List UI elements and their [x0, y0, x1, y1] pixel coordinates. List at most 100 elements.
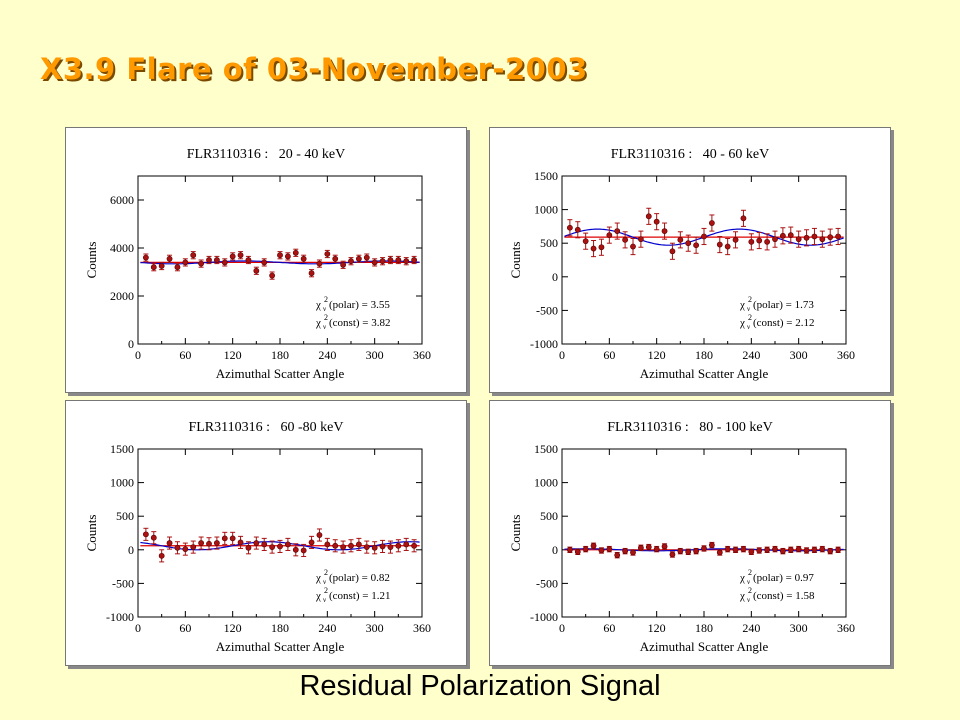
data-point	[590, 245, 597, 252]
data-point	[732, 546, 739, 553]
y-tick-label: 1000	[534, 476, 558, 490]
x-tick-label: 0	[135, 621, 141, 635]
data-point	[803, 547, 810, 554]
data-point	[645, 544, 652, 551]
data-point	[598, 244, 605, 251]
chi-square-symbol: χ	[739, 572, 745, 584]
page-title: X3.9 Flare of 03-November-2003	[40, 52, 588, 86]
data-point	[158, 263, 165, 269]
data-point	[253, 267, 260, 274]
x-axis-label: Azimuthal Scatter Angle	[216, 639, 345, 654]
data-point	[685, 240, 692, 247]
data-point	[819, 236, 826, 243]
data-point	[395, 257, 402, 263]
data-point	[598, 547, 605, 554]
x-tick-label: 120	[648, 621, 666, 635]
data-point	[150, 534, 157, 541]
data-point	[574, 226, 581, 233]
data-point	[371, 544, 378, 551]
chi-superscript: 2	[748, 568, 752, 577]
data-point	[182, 259, 189, 266]
chart-title: FLR3110316 : 80 - 100 keV	[607, 420, 773, 435]
data-point	[779, 232, 786, 239]
chi-superscript: 2	[748, 313, 752, 322]
data-point	[693, 242, 700, 249]
x-tick-label: 120	[224, 621, 242, 635]
data-point	[269, 544, 276, 551]
data-point	[411, 542, 418, 549]
footer-caption: Residual Polarization Signal	[299, 670, 661, 702]
data-point	[142, 254, 149, 261]
data-point	[574, 548, 581, 555]
x-tick-label: 240	[318, 621, 336, 635]
y-tick-label: 0	[128, 337, 134, 351]
data-point	[387, 257, 394, 263]
y-tick-label: 500	[540, 236, 558, 250]
chart-panel-20-40-kev: FLR3110316 : 20 - 40 keV 0 60 120 180 240 300 3…	[65, 127, 467, 393]
data-point	[685, 548, 692, 555]
y-tick-label: -500	[536, 576, 558, 590]
y-tick-label: 500	[116, 509, 134, 523]
x-tick-label: 300	[790, 348, 808, 362]
chi-square-symbol: χ	[315, 299, 321, 311]
x-tick-label: 300	[366, 348, 384, 362]
data-point	[198, 540, 205, 546]
chart-20-40-kev: FLR3110316 : 20 - 40 keV 0 60 120 180 240 300 3…	[84, 147, 431, 381]
data-point	[740, 546, 747, 553]
data-point	[701, 233, 707, 240]
chi-superscript: 2	[324, 568, 328, 577]
data-point	[835, 546, 842, 553]
data-point	[590, 542, 597, 549]
data-point	[379, 543, 386, 550]
chi-superscript: 2	[324, 295, 328, 304]
chart-panel-60-80-kev: FLR3110316 : 60 -80 keV 0 60 120 180 240 300 36…	[65, 400, 467, 666]
y-tick-label: -1000	[530, 337, 558, 351]
data-point	[740, 215, 747, 222]
data-point	[174, 544, 181, 551]
data-point	[645, 213, 652, 220]
data-point	[142, 531, 149, 538]
data-point	[677, 236, 684, 243]
data-point	[221, 535, 228, 542]
x-tick-label: 360	[837, 621, 855, 635]
data-point	[787, 546, 794, 553]
data-point	[582, 238, 589, 245]
data-point	[795, 236, 802, 243]
data-point	[716, 241, 723, 248]
data-point	[606, 546, 613, 553]
x-tick-label: 300	[790, 621, 808, 635]
y-axis-label: Counts	[84, 515, 99, 552]
data-point	[708, 220, 715, 226]
data-point	[724, 546, 731, 553]
data-point	[166, 255, 173, 262]
y-tick-label: -1000	[106, 610, 134, 624]
data-point	[340, 544, 347, 551]
data-point	[229, 535, 236, 542]
chi-subscript: ν	[323, 596, 326, 604]
data-point	[206, 257, 212, 263]
chi-square-value: (polar) = 0.82	[329, 572, 390, 584]
x-tick-label: 180	[695, 348, 713, 362]
data-point	[630, 243, 636, 250]
data-point	[284, 541, 291, 548]
chart-title: FLR3110316 : 20 - 40 keV	[187, 147, 346, 162]
chart-title: FLR3110316 : 40 - 60 keV	[611, 147, 770, 162]
chi-square-symbol: χ	[739, 590, 745, 602]
x-tick-label: 180	[271, 348, 289, 362]
x-tick-label: 240	[742, 621, 760, 635]
data-point	[827, 548, 834, 555]
data-point	[669, 248, 676, 255]
x-tick-label: 180	[695, 621, 713, 635]
y-axis-label: Counts	[508, 242, 523, 279]
x-tick-label: 0	[135, 348, 141, 362]
y-tick-label: -500	[536, 303, 558, 317]
data-point	[622, 236, 629, 243]
x-tick-label: 120	[648, 348, 666, 362]
data-point	[669, 551, 676, 558]
data-point	[245, 257, 252, 263]
data-point	[387, 544, 394, 551]
data-point	[277, 252, 283, 259]
chi-square-symbol: χ	[739, 317, 745, 329]
chi-square-value: (const) = 1.58	[753, 590, 815, 602]
x-axis-label: Azimuthal Scatter Angle	[640, 366, 769, 381]
